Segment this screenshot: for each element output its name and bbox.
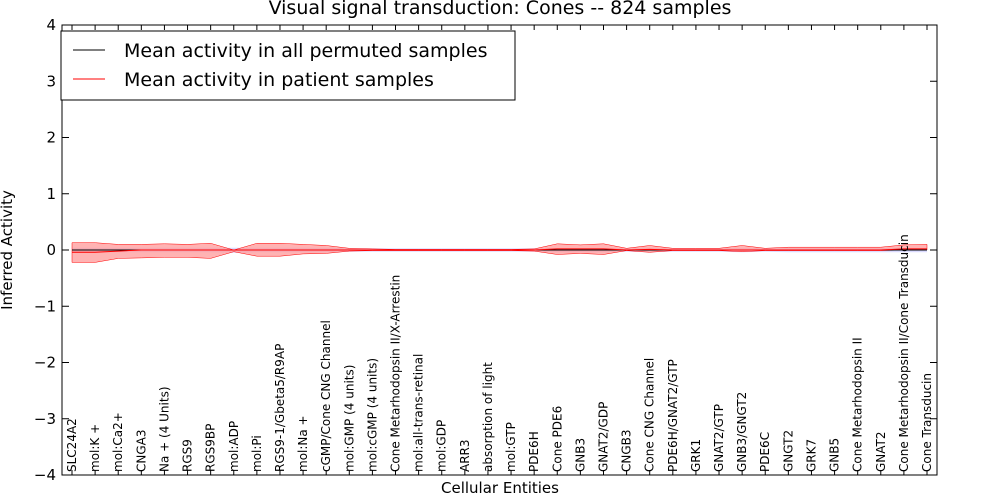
x-tick-label: GNGT2 [781,430,795,472]
x-tick-label: absorption of light [481,362,495,472]
plot-area: −4 −3 −2 −1 0 1 2 3 4 SLC24A2 mol:K + mol:Ca2+ CNGA… [34,16,938,484]
x-tick-label: Cone Metarhodopsin II [851,337,865,472]
x-tick-label: RGS9 [181,439,195,472]
x-axis-label: Cellular Entities [441,479,559,497]
y-tick-label: −4 [34,466,56,484]
x-tick-label: Cone Metarhodopsin II/Cone Transducin [897,234,911,472]
x-tick-label: CNGA3 [134,430,148,473]
x-tick-label: mol:all-trans-retinal [412,354,426,472]
bands-layer [71,242,928,263]
x-tick-label: Cone PDE6 [550,406,564,472]
x-tick-label: mol:GMP (4 units) [342,365,356,472]
x-tick-label: CNGB3 [620,429,634,472]
x-tick-label: GNB3/GNGT2 [735,392,749,472]
y-tick-label: 2 [46,129,56,147]
legend-label-patient: Mean activity in patient samples [124,69,434,91]
x-tick-label: GNAT2/GDP [597,402,611,472]
x-tick-label: PDE6H [527,431,541,472]
y-tick-label: 1 [46,185,56,203]
legend-box [60,30,516,101]
x-tick-label: cGMP/Cone CNG Channel [319,320,333,472]
chart-title: Visual signal transduction: Cones -- 824… [269,0,732,19]
x-tick-label: Na + (4 Units) [157,386,171,472]
y-tick-label: −2 [34,354,56,372]
x-tick-label: GRK7 [805,439,819,472]
x-tick-label: GNB3 [573,438,587,472]
y-ticks: −4 −3 −2 −1 0 1 2 3 4 [34,16,937,484]
x-tick-label: Cone Metarhodopsin II/X-Arrestin [389,275,403,472]
x-tick-label: Cone CNG Channel [643,358,657,472]
x-ticks: SLC24A2 mol:K + mol:Ca2+ CNGA3 Na + (4 Units… [65,25,934,475]
x-tick-label: mol:Na + [296,415,310,472]
x-tick-label: mol:K + [88,424,102,472]
y-tick-label: 0 [46,241,56,259]
x-tick-label: mol:Ca2+ [111,412,125,472]
patient-band [71,242,928,263]
x-tick-label: mol:cGMP (4 units) [365,358,379,472]
x-tick-label: RGS9-1/Gbeta5/R9AP [273,344,287,472]
series-line-patient [72,248,927,253]
x-tick-label: mol:GTP [504,422,518,472]
x-tick-label: RGS9BP [204,424,218,472]
x-tick-label: mol:GDP [435,420,449,472]
y-tick-label: −3 [34,410,56,428]
legend-label-permuted: Mean activity in all permuted samples [124,40,487,62]
x-tick-label: ARR3 [458,439,472,472]
y-tick-label: −1 [34,297,56,315]
legend: Mean activity in all permuted samples Me… [60,30,516,101]
x-tick-label: GRK1 [689,439,703,472]
x-tick-label: PDE6C [758,432,772,472]
x-tick-label: mol:Pi [250,435,264,472]
x-tick-label: Cone Transducin [920,373,934,472]
y-tick-label: 4 [46,16,56,34]
lines-layer [72,248,927,253]
x-tick-label: mol:ADP [227,421,241,472]
x-tick-label: GNB5 [828,438,842,472]
x-tick-label: GNAT2/GTP [712,404,726,472]
x-tick-label: SLC24A2 [65,418,79,472]
y-axis-label: Inferred Activity [0,190,16,310]
x-tick-label: PDE6H/GNAT2/GTP [666,359,680,472]
y-tick-label: 3 [46,72,56,90]
x-tick-label: GNAT2 [874,431,888,472]
